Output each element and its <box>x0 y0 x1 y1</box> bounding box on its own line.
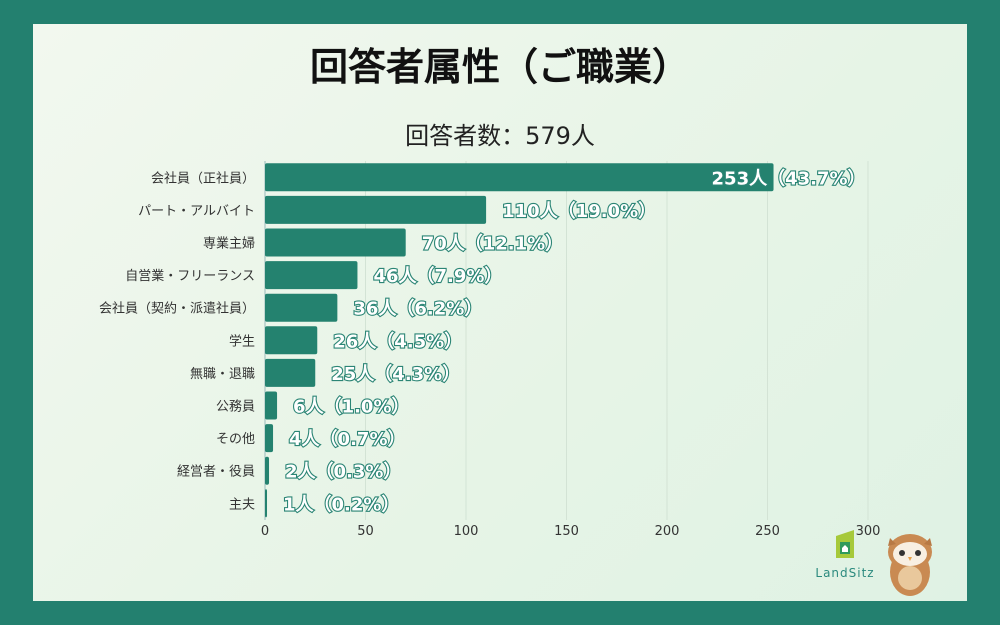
category-label: 会社員（契約・派遣社員） <box>99 301 255 317</box>
x-tick-label: 250 <box>755 524 780 539</box>
x-tick-label: 150 <box>554 524 579 539</box>
bar <box>265 456 270 485</box>
category-label: 無職・退職 <box>190 367 255 382</box>
bar <box>265 489 268 518</box>
respondent-count: 回答者数：579人 <box>405 122 595 150</box>
bar <box>265 358 316 387</box>
data-label: 36人（6.2%） <box>353 299 482 320</box>
category-label: 学生 <box>229 333 255 349</box>
bar <box>265 163 774 192</box>
bar <box>265 391 278 420</box>
data-label: 1人（0.2%） <box>283 494 399 515</box>
category-label: 自営業・フリーランス <box>125 268 255 284</box>
category-label: パート・アルバイト <box>138 204 255 219</box>
category-label: 経営者・役員 <box>177 465 255 480</box>
logo-icon <box>836 530 854 558</box>
category-label: 専業主婦 <box>203 236 255 252</box>
bar <box>265 424 274 453</box>
category-label: 会社員（正社員） <box>151 170 255 186</box>
x-tick-label: 100 <box>454 524 479 539</box>
data-label: 25人（4.3%） <box>331 364 460 385</box>
logo-text: LandSitz <box>815 566 875 580</box>
x-tick-label: 300 <box>856 524 881 539</box>
bar <box>265 326 318 355</box>
x-tick-label: 200 <box>655 524 680 539</box>
data-label: 110人（19.0%） <box>502 201 656 222</box>
category-label: 主夫 <box>229 497 255 512</box>
data-label: 46人（7.9%） <box>373 266 502 287</box>
x-tick-label: 0 <box>261 524 269 539</box>
category-label: 公務員 <box>216 400 255 415</box>
bar <box>265 261 358 290</box>
data-label: 70人（12.1%） <box>422 234 564 255</box>
data-label: 4人（0.7%） <box>289 429 405 450</box>
bar <box>265 293 338 322</box>
bar <box>265 195 487 224</box>
owl-mascot-icon <box>888 534 932 596</box>
data-label: 6人（1.0%） <box>293 397 409 418</box>
x-tick-label: 50 <box>357 524 374 539</box>
data-label: 253人（43.7%） <box>712 168 866 189</box>
data-label: 26人（4.5%） <box>333 331 462 352</box>
chart-panel <box>33 24 967 601</box>
data-label: 2人（0.3%） <box>285 462 401 483</box>
category-label: その他 <box>216 432 255 447</box>
bar <box>265 228 406 257</box>
landsitz-logo: LandSitz <box>815 528 875 580</box>
page-title: 回答者属性（ご職業） <box>309 45 690 89</box>
